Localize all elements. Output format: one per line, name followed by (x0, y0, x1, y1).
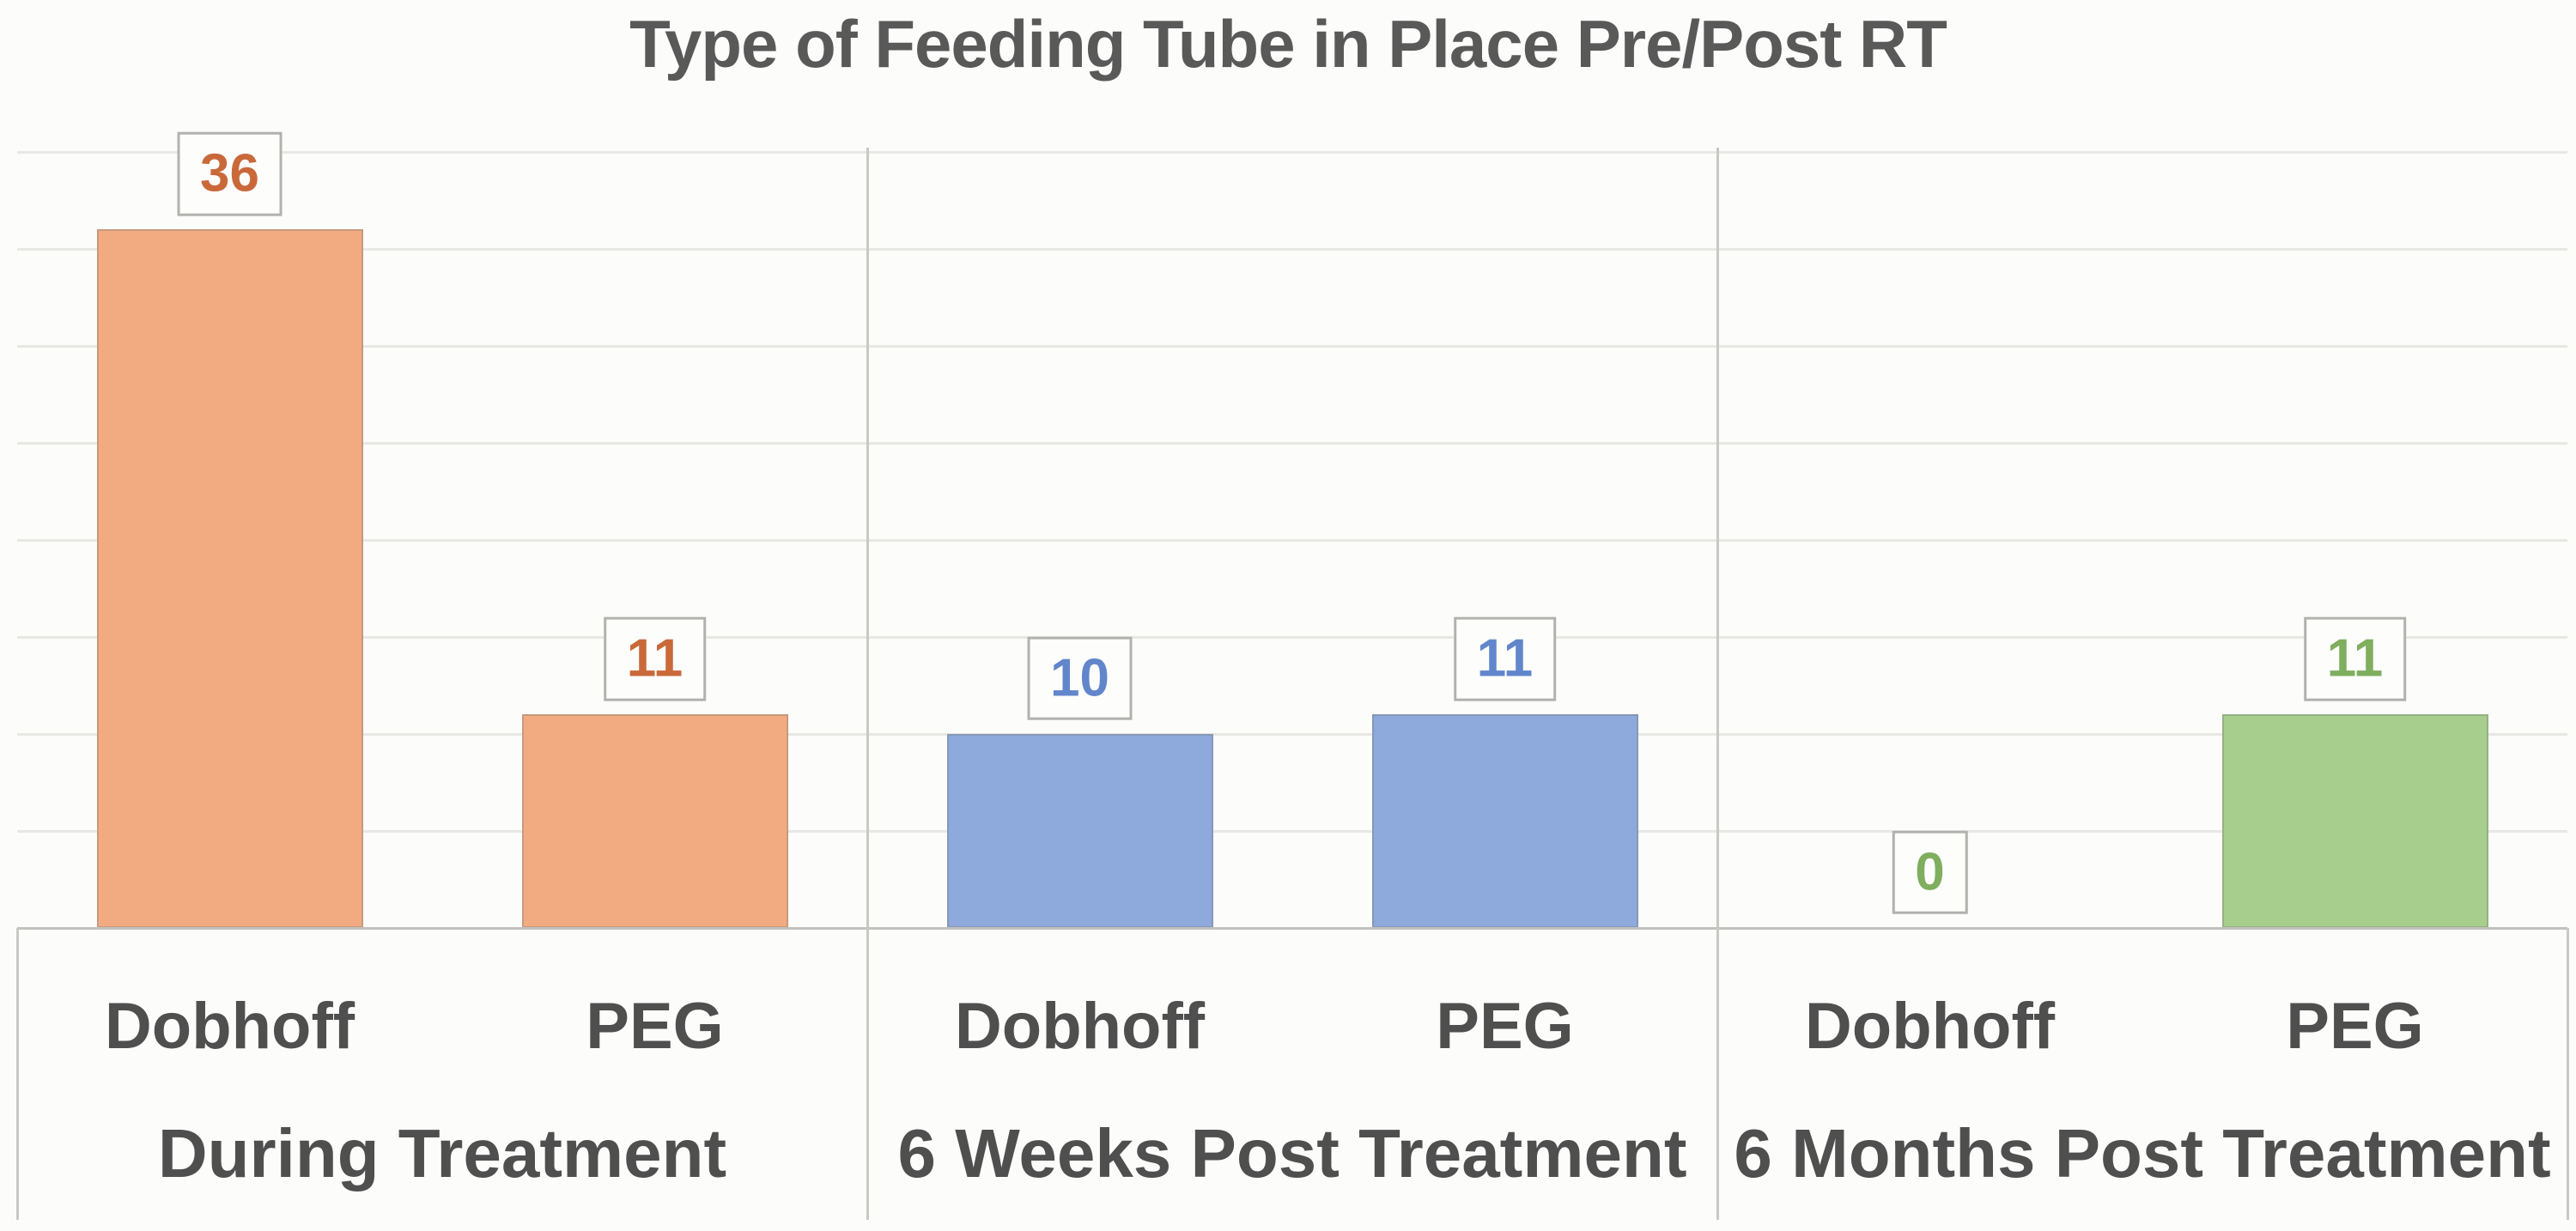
bar (1371, 714, 1638, 928)
group-divider (866, 148, 869, 928)
group-label: 6 Months Post Treatment (1734, 1115, 2551, 1192)
category-label: PEG (2286, 990, 2424, 1063)
y-gridline (17, 248, 2567, 251)
y-gridline (17, 442, 2567, 445)
value-label: 11 (2303, 617, 2407, 701)
label-tier-separator (1716, 928, 1719, 1220)
bar (2221, 714, 2488, 928)
group-label: During Treatment (157, 1115, 727, 1192)
category-label: PEG (586, 990, 724, 1063)
group-divider (1716, 148, 1719, 928)
y-gridline (17, 539, 2567, 542)
y-gridline (17, 151, 2567, 154)
value-label: 11 (603, 617, 707, 701)
group-label: 6 Weeks Post Treatment (897, 1115, 1687, 1192)
chart-title: Type of Feeding Tube in Place Pre/Post R… (629, 6, 1947, 82)
bar (96, 229, 363, 928)
bar (521, 714, 788, 928)
value-label: 36 (177, 132, 283, 216)
y-gridline (17, 345, 2567, 348)
label-tier-separator (866, 928, 869, 1220)
value-label: 0 (1892, 830, 1968, 914)
value-label: 10 (1027, 636, 1133, 720)
category-label: Dobhoff (954, 990, 1206, 1063)
y-gridline (17, 830, 2567, 833)
x-axis-line (17, 927, 2567, 930)
label-tier-separator (16, 928, 19, 1220)
category-label: Dobhoff (1804, 990, 2056, 1063)
category-label: PEG (1436, 990, 1574, 1063)
y-gridline (17, 733, 2567, 736)
category-label: Dobhoff (104, 990, 355, 1063)
value-label: 11 (1453, 617, 1557, 701)
bar (946, 734, 1213, 928)
y-gridline (17, 636, 2567, 639)
label-tier-separator (2567, 928, 2569, 1220)
